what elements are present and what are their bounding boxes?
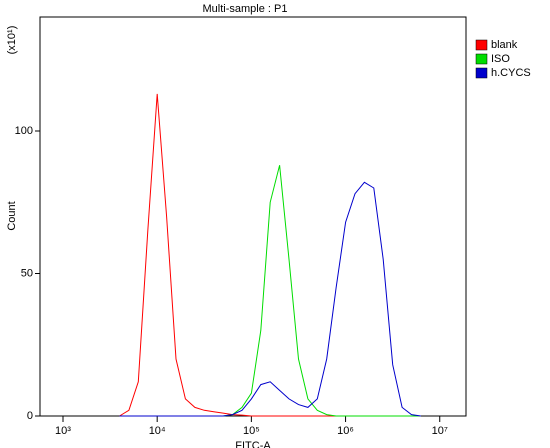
y-tick-label: 0 (27, 410, 33, 422)
y-tick-label: 50 (21, 267, 33, 279)
legend-label: blank (491, 39, 518, 51)
legend-swatch (475, 67, 488, 79)
legend-label: ISO (491, 53, 510, 65)
y-axis-label: Count (6, 201, 18, 230)
plot-frame (39, 16, 467, 417)
y-tick-label: 100 (15, 125, 33, 137)
x-tick-label: 10⁶ (337, 425, 354, 437)
chart-title: Multi-sample : P1 (203, 3, 288, 15)
x-tick-label: 10⁵ (243, 425, 260, 437)
legend-swatch (475, 39, 488, 51)
histogram-line (119, 93, 421, 417)
legend-label: h.CYCS (491, 67, 531, 79)
x-tick-label: 10³ (55, 425, 71, 437)
x-tick-label: 10⁴ (149, 425, 166, 437)
x-axis-label: FITC-A (235, 440, 271, 448)
legend-swatch (475, 53, 488, 65)
histogram-line (119, 181, 421, 417)
y-multiplier: (x10¹) (6, 26, 18, 55)
x-tick-label: 10⁷ (432, 425, 448, 437)
